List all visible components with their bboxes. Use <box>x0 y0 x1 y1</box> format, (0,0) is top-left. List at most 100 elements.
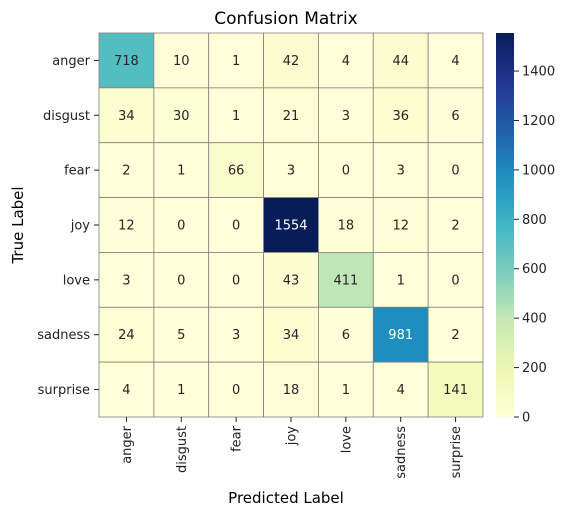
y-tick-label: joy <box>70 218 91 233</box>
cell-value-label: 42 <box>283 54 300 69</box>
heatmap-cell <box>263 306 319 363</box>
heatmap-cell <box>98 32 155 89</box>
heatmap-cell <box>208 252 264 308</box>
colorbar-tick-label: 400 <box>522 312 547 327</box>
cell-value-label: 1 <box>397 273 405 288</box>
cell-value-label: 0 <box>342 164 350 179</box>
cell-value-label: 0 <box>177 273 185 288</box>
cell-value-label: 3 <box>122 273 130 288</box>
heatmap-cell <box>98 306 155 363</box>
cell-value-label: 10 <box>173 54 190 69</box>
y-tick-label: love <box>63 273 90 288</box>
heatmap-cell <box>318 87 374 144</box>
x-tick-label: disgust <box>175 426 190 473</box>
colorbar-tick-label: 800 <box>522 213 547 228</box>
heatmap-cell <box>318 142 374 198</box>
heatmap-cell <box>153 32 210 89</box>
cell-value-label: 411 <box>333 273 358 288</box>
cell-value-label: 1 <box>177 164 185 179</box>
cell-value-label: 1 <box>232 54 240 69</box>
y-axis-title: True Label <box>9 186 27 264</box>
heatmap-cell <box>372 361 429 418</box>
cell-value-label: 2 <box>122 164 130 179</box>
cell-value-label: 18 <box>283 383 300 398</box>
cell-value-label: 36 <box>392 109 409 124</box>
cell-value-label: 3 <box>232 328 240 343</box>
cell-value-label: 4 <box>397 383 405 398</box>
x-axis-ticks: anger disgust fear joy love sadness surprise <box>120 416 464 479</box>
cell-value-label: 3 <box>397 164 405 179</box>
cell-value-label: 141 <box>443 383 468 398</box>
cell-value-label: 5 <box>177 328 185 343</box>
heatmap-cell <box>263 361 319 418</box>
cell-value-label: 2 <box>451 328 459 343</box>
cell-value-label: 4 <box>451 54 459 69</box>
heatmap-cell <box>427 306 484 363</box>
heatmap-cell <box>318 306 374 363</box>
heatmap-cell <box>208 142 264 198</box>
heatmap-cell <box>208 361 264 418</box>
cell-value-label: 3 <box>287 164 295 179</box>
cell-value-label: 0 <box>232 383 240 398</box>
heatmap-cell <box>98 361 155 418</box>
cell-value-label: 43 <box>283 273 300 288</box>
cell-value-label: 3 <box>342 109 350 124</box>
heatmap-cell <box>372 197 429 253</box>
cell-value-label: 4 <box>122 383 130 398</box>
heatmap-cell <box>98 252 155 308</box>
heatmap-cell <box>427 87 484 144</box>
cell-value-label: 34 <box>283 328 300 343</box>
cell-value-label: 34 <box>118 109 135 124</box>
cell-value-label: 718 <box>114 54 139 69</box>
chart-title: Confusion Matrix <box>214 9 358 29</box>
cell-value-label: 30 <box>173 109 190 124</box>
x-tick-label: sadness <box>394 426 409 479</box>
heatmap-cell <box>208 306 264 363</box>
colorbar-tick-label: 1400 <box>522 65 555 80</box>
cell-value-label: 44 <box>392 54 409 69</box>
colorbar-tick-label: 1200 <box>522 114 555 129</box>
cell-value-label: 21 <box>283 109 300 124</box>
cell-value-label: 0 <box>451 164 459 179</box>
cell-value-label: 6 <box>342 328 350 343</box>
colorbar-tick-label: 600 <box>522 262 547 277</box>
y-tick-label: disgust <box>43 109 90 124</box>
cell-value-label: 0 <box>177 218 185 233</box>
cell-value-label: 1554 <box>274 218 307 233</box>
x-tick-label: anger <box>120 425 135 463</box>
y-tick-label: sadness <box>37 328 90 343</box>
cell-value-label: 0 <box>232 273 240 288</box>
colorbar-tick-label: 200 <box>522 361 547 376</box>
heatmap-cell <box>98 197 155 253</box>
x-axis-title: Predicted Label <box>228 489 344 507</box>
heatmap-cell <box>318 361 374 418</box>
y-tick-label: surprise <box>38 383 90 398</box>
cell-value-label: 12 <box>392 218 409 233</box>
heatmap-cell <box>372 142 429 198</box>
x-tick-label: love <box>339 426 354 453</box>
heatmap-cell <box>208 87 264 144</box>
colorbar-gradient <box>496 33 514 417</box>
heatmap-cell <box>263 142 319 198</box>
heatmap-cell <box>208 32 264 89</box>
cell-value-label: 1 <box>177 383 185 398</box>
colorbar: 0 200 400 600 800 1000 1200 1400 <box>496 33 555 426</box>
x-tick-label: fear <box>230 425 245 452</box>
heatmap-cell <box>427 142 484 198</box>
x-tick-label: surprise <box>449 426 464 478</box>
cell-value-label: 6 <box>451 109 459 124</box>
heatmap-cell <box>427 361 484 418</box>
cell-value-label: 0 <box>232 218 240 233</box>
cell-value-label: 24 <box>118 328 135 343</box>
cell-value-label: 12 <box>118 218 135 233</box>
cell-value-label: 981 <box>388 328 413 343</box>
y-tick-label: fear <box>64 164 91 179</box>
cell-value-label: 1 <box>342 383 350 398</box>
heatmap-cell <box>427 197 484 253</box>
heatmap-cell <box>153 142 210 198</box>
colorbar-tick-label: 0 <box>522 411 530 426</box>
y-axis-ticks: anger disgust fear joy love sadness surprise <box>37 54 99 398</box>
heatmap-cell <box>263 32 319 89</box>
cell-value-label: 66 <box>228 164 245 179</box>
